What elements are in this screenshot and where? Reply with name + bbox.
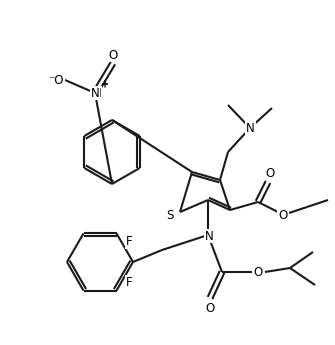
Text: N: N — [247, 121, 255, 135]
Text: F: F — [125, 276, 132, 289]
Text: O: O — [253, 266, 263, 278]
Text: O: O — [109, 49, 118, 61]
Text: ⁻O: ⁻O — [48, 73, 64, 87]
Text: N: N — [91, 87, 99, 99]
Text: +: + — [100, 79, 108, 89]
Text: ⁻O: ⁻O — [48, 73, 64, 87]
Text: S: S — [166, 208, 174, 221]
Text: O: O — [109, 49, 118, 61]
Text: S: S — [166, 208, 174, 221]
Text: F: F — [126, 276, 133, 289]
Text: N: N — [246, 121, 254, 135]
Text: O: O — [205, 302, 215, 315]
Text: O: O — [265, 167, 275, 179]
Text: F: F — [126, 235, 133, 248]
Text: +: + — [100, 80, 108, 90]
Text: O: O — [277, 208, 287, 221]
Text: O: O — [265, 167, 275, 179]
Text: F: F — [125, 235, 132, 248]
Text: O: O — [252, 266, 262, 279]
Text: N: N — [205, 229, 213, 243]
Text: O: O — [205, 302, 215, 315]
Text: N: N — [92, 87, 102, 99]
Text: N: N — [205, 229, 213, 243]
Text: O: O — [278, 208, 288, 221]
